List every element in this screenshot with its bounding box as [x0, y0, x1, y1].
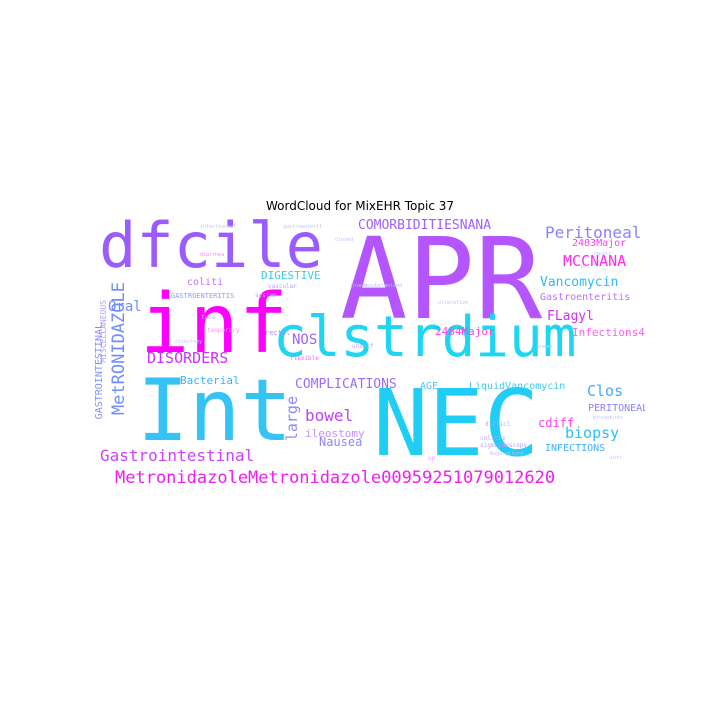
word-sigmoidoscopy: sigmoidoscopy — [480, 442, 527, 449]
word-nec: NEC — [373, 370, 540, 477]
word-int: Int — [137, 361, 293, 461]
word-age: AGE — [420, 381, 439, 392]
word-procedures: procedures — [593, 415, 624, 421]
word-system: system — [255, 292, 277, 299]
word-coliti: coliti — [187, 277, 224, 288]
word-inf: inf — [140, 277, 289, 372]
word-flexible: flexible — [290, 355, 319, 362]
word-enema: enema — [537, 344, 553, 350]
word-2483major: 2483Major — [572, 238, 627, 249]
word-gastrointestinal: Gastrointestinal — [100, 446, 255, 465]
word-clstrdium: clstrdium — [273, 305, 577, 370]
word-infections44: Infections44 — [572, 326, 645, 339]
word-peritoneal: Peritoneal — [545, 223, 642, 242]
word-closed: closed — [335, 237, 354, 243]
word-mccnana: MCCNANA — [563, 252, 627, 270]
word-2484major: 2484Major — [435, 325, 495, 338]
word-oral: Oral — [108, 299, 142, 315]
word-flagyl: FLagyl — [547, 309, 594, 324]
word-gastroenterit: gastroenterit — [283, 224, 323, 230]
word-ileostomy: ileostomy — [305, 427, 365, 440]
word-repair: repair — [593, 251, 612, 257]
word-liquidvancomycin: LiquidVancomycin — [469, 381, 566, 392]
word-clos: Clos — [587, 382, 624, 400]
word-tot: tot — [580, 264, 590, 270]
word-infectionsul: infectionsul — [200, 224, 237, 230]
word-vancomycin: Vancomycin — [540, 275, 619, 290]
word-digestive: DIGESTIVE — [261, 269, 321, 282]
word-miscellaneous-vertical: MISCELLANEOUS — [99, 300, 108, 363]
word-nausea: Nausea — [319, 435, 363, 449]
word-colitis: colitis — [480, 435, 506, 442]
word-difficl: difficl — [485, 421, 511, 428]
word-bowel: bowel — [305, 406, 354, 425]
word-unsubstantied: unsubstantied — [363, 283, 403, 289]
word-unspcf: unspcf — [352, 343, 374, 350]
word-cloud: APR inf NEC Int clstrdium dfcile Metroni… — [95, 218, 645, 496]
word-diarrhea: diarrhea — [200, 252, 225, 258]
word-temporary: temporary — [207, 327, 240, 334]
word-gastroenteritis-caps: GASTROENTERITIS — [171, 292, 235, 300]
word-rectal: rectal — [265, 329, 291, 337]
word-apr: APR — [340, 218, 543, 345]
word-disorders: DISORDERS — [147, 349, 229, 367]
word-infections: INFECTIONS — [545, 443, 606, 454]
word-cdiff: cdiff — [538, 416, 575, 430]
word-colectomy: colectomy — [175, 339, 203, 345]
word-vascular: vascular — [268, 283, 297, 290]
word-regurgitory: Regurgitory — [490, 451, 524, 457]
word-complications: COMPLICATIONS — [295, 377, 397, 392]
chart-title: WordCloud for MixEHR Topic 37 — [265, 199, 455, 213]
word-comorbidities: COMORBIDITIESNANA — [358, 218, 492, 233]
word-ulcerative: ulcerative — [438, 300, 469, 306]
word-gastroenteritis: Gastroenteritis — [540, 292, 631, 303]
word-metronidazole-long: MetronidazoleMetronidazole00959251079012… — [115, 468, 556, 488]
word-biopsy: biopsy — [565, 424, 620, 442]
word-up: up — [428, 455, 436, 462]
word-intr: intr — [610, 455, 623, 461]
word-large: large — [283, 396, 301, 442]
word-bacterial: Bacterial — [180, 374, 240, 387]
word-nos: NOS — [292, 332, 318, 348]
word-peritoneal-caps: PERITONEAL — [588, 403, 645, 414]
word-dfcile: dfcile — [99, 218, 323, 282]
word-tube: tube — [201, 314, 216, 321]
word-insert: insert — [350, 283, 369, 289]
